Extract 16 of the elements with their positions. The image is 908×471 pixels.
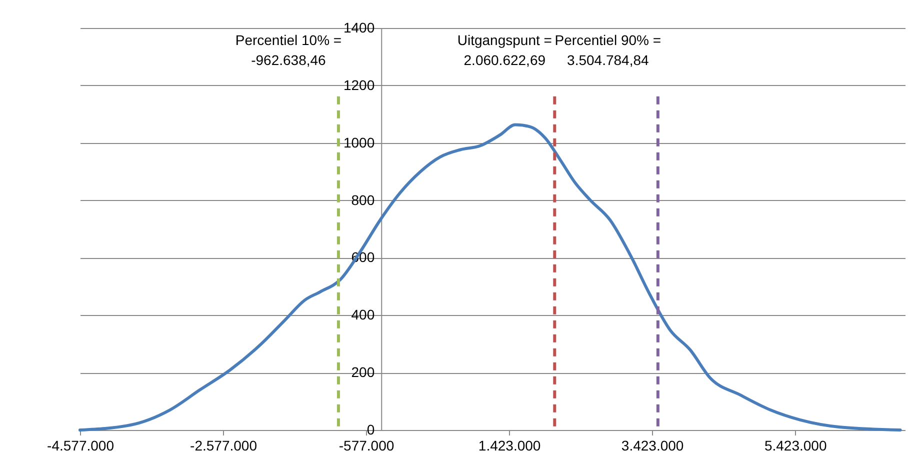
ref-line-label: Percentiel 90% = 3.504.784,84 bbox=[554, 32, 662, 68]
x-tick-label: -4.577.000 bbox=[47, 438, 114, 454]
y-tick-label: 800 bbox=[351, 192, 375, 208]
x-tick-label: 1.423.000 bbox=[478, 438, 541, 454]
y-tick-label: 1400 bbox=[343, 20, 375, 36]
y-tick-label: 1000 bbox=[343, 134, 375, 150]
x-tick-label: 3.423.000 bbox=[621, 438, 684, 454]
y-tick-label: 200 bbox=[351, 364, 375, 380]
ref-line-label: Uitgangspunt = 2.060.622,69 bbox=[457, 32, 552, 68]
y-tick-label: 0 bbox=[366, 422, 375, 438]
ref-line-label: Percentiel 10% = -962.638,46 bbox=[235, 32, 342, 68]
y-tick-label: 400 bbox=[351, 306, 375, 323]
x-tick-label: 5.423.000 bbox=[764, 438, 827, 454]
x-tick-label: -577.000 bbox=[338, 438, 394, 454]
y-tick-label: 1200 bbox=[343, 76, 375, 93]
x-tick-label: -2.577.000 bbox=[190, 438, 258, 454]
